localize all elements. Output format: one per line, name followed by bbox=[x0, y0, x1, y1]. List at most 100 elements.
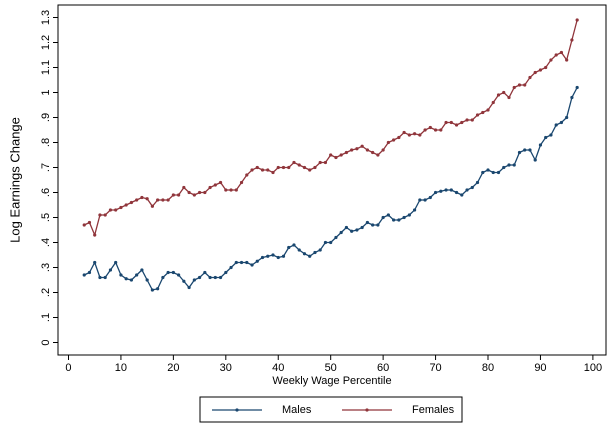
point bbox=[397, 218, 401, 222]
point bbox=[208, 275, 212, 280]
point bbox=[140, 195, 144, 200]
point bbox=[350, 148, 354, 152]
point bbox=[559, 120, 564, 125]
point bbox=[266, 254, 270, 258]
point bbox=[129, 200, 134, 205]
point bbox=[392, 138, 396, 142]
point bbox=[203, 190, 207, 195]
point bbox=[281, 165, 286, 170]
y-tick-label: 1 bbox=[40, 89, 52, 95]
point bbox=[339, 230, 343, 235]
x-tick-label: 30 bbox=[220, 362, 232, 374]
point bbox=[250, 263, 254, 267]
x-tick-label: 20 bbox=[167, 362, 179, 374]
point bbox=[334, 235, 338, 240]
point bbox=[318, 160, 322, 165]
point bbox=[397, 135, 401, 140]
point bbox=[575, 85, 579, 90]
y-tick-label: .8 bbox=[40, 138, 52, 147]
point bbox=[428, 125, 432, 130]
point bbox=[512, 85, 516, 90]
point bbox=[145, 197, 149, 201]
point bbox=[182, 279, 186, 283]
y-tick-label: .5 bbox=[40, 213, 52, 222]
point bbox=[376, 223, 380, 227]
point bbox=[454, 190, 459, 195]
point bbox=[287, 245, 291, 250]
point bbox=[255, 259, 259, 263]
point bbox=[108, 268, 113, 272]
point bbox=[87, 220, 92, 225]
point bbox=[533, 70, 537, 75]
point bbox=[98, 213, 102, 217]
point bbox=[313, 165, 317, 170]
point bbox=[271, 253, 275, 257]
point bbox=[119, 205, 123, 210]
point bbox=[475, 113, 480, 117]
point bbox=[486, 168, 490, 172]
point bbox=[465, 118, 469, 122]
point bbox=[570, 38, 574, 42]
y-axis-title: Log Earnings Change bbox=[7, 117, 22, 243]
point bbox=[171, 193, 175, 197]
point bbox=[507, 95, 511, 100]
x-tick-label: 80 bbox=[482, 362, 494, 374]
point bbox=[339, 153, 343, 157]
point bbox=[297, 248, 301, 252]
point bbox=[161, 275, 165, 280]
point bbox=[481, 170, 485, 175]
point bbox=[329, 153, 333, 157]
point bbox=[428, 195, 432, 200]
point bbox=[344, 150, 349, 155]
point bbox=[156, 287, 160, 291]
point bbox=[302, 252, 307, 256]
point bbox=[412, 208, 417, 212]
point bbox=[323, 240, 328, 245]
point bbox=[449, 188, 453, 192]
point bbox=[308, 254, 312, 258]
legend-marker bbox=[235, 408, 239, 412]
x-tick-label: 40 bbox=[272, 362, 284, 374]
point bbox=[350, 229, 354, 233]
point bbox=[266, 168, 270, 172]
point bbox=[575, 18, 579, 22]
point bbox=[87, 270, 92, 275]
point bbox=[229, 188, 233, 192]
point bbox=[208, 185, 212, 190]
x-axis-title: Weekly Wage Percentile bbox=[272, 375, 391, 387]
x-tick-label: 10 bbox=[115, 362, 127, 374]
point bbox=[161, 198, 165, 202]
point bbox=[365, 220, 369, 225]
point bbox=[119, 273, 123, 277]
point bbox=[114, 208, 118, 212]
point bbox=[203, 270, 207, 275]
point bbox=[323, 160, 328, 165]
point bbox=[334, 155, 338, 160]
point bbox=[135, 273, 139, 277]
point bbox=[465, 188, 469, 192]
x-tick-label: 50 bbox=[325, 362, 337, 374]
point bbox=[444, 188, 448, 192]
point bbox=[486, 108, 490, 112]
point bbox=[386, 140, 390, 145]
point bbox=[439, 128, 443, 132]
point bbox=[224, 270, 228, 275]
point bbox=[423, 198, 427, 202]
point bbox=[538, 68, 543, 72]
point bbox=[570, 95, 574, 100]
point bbox=[297, 163, 301, 167]
point bbox=[517, 83, 522, 87]
point bbox=[192, 193, 196, 197]
y-tick-label: 1.1 bbox=[40, 60, 52, 75]
point bbox=[108, 208, 113, 212]
point bbox=[177, 193, 181, 197]
point bbox=[308, 168, 312, 172]
point bbox=[565, 115, 569, 120]
point bbox=[460, 120, 464, 125]
point bbox=[234, 188, 238, 192]
point bbox=[491, 170, 495, 175]
legend-marker bbox=[365, 408, 369, 412]
point bbox=[470, 185, 474, 190]
point bbox=[371, 150, 375, 155]
